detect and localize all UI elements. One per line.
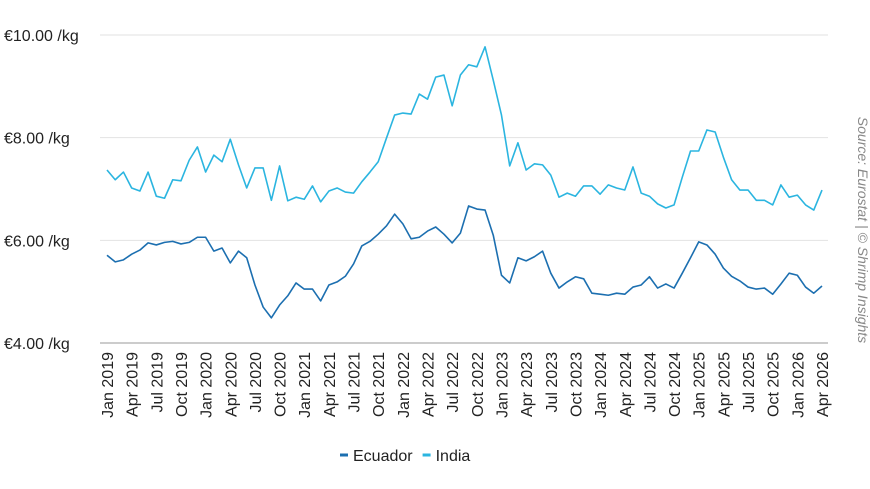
x-tick-label: Jan 2025	[692, 352, 709, 418]
x-tick-label: Jan 2022	[396, 352, 413, 418]
y-tick-label: €4.00 /kg	[4, 336, 70, 353]
x-tick-label: Apr 2024	[618, 352, 635, 417]
x-tick-label: Jan 2021	[297, 352, 314, 418]
data-line	[106, 46, 823, 211]
x-tick-label: Apr 2025	[716, 352, 733, 417]
x-tick-label: Apr 2026	[815, 352, 832, 417]
x-tick-label: Oct 2022	[470, 352, 487, 417]
y-tick-label: €8.00 /kg	[4, 131, 70, 148]
x-tick-label: Jan 2020	[199, 352, 216, 418]
source-note: Source: Eurostat | © Shrimp Insights	[855, 117, 870, 343]
x-tick-label: Oct 2020	[273, 352, 290, 417]
x-tick-label: Jul 2020	[248, 352, 265, 413]
x-tick-label: Apr 2019	[125, 352, 142, 417]
x-tick-label: Jan 2024	[593, 352, 610, 418]
legend-label: India	[436, 448, 471, 465]
x-tick-label: Oct 2021	[371, 352, 388, 417]
data-line	[106, 205, 823, 319]
x-tick-label: Jul 2022	[445, 352, 462, 413]
x-tick-label: Apr 2023	[519, 352, 536, 417]
x-tick-label: Oct 2019	[174, 352, 191, 417]
x-tick-label: Oct 2024	[667, 352, 684, 417]
x-tick-label: Jul 2021	[347, 352, 364, 413]
x-tick-label: Jul 2023	[544, 352, 561, 413]
legend-label: Ecuador	[353, 448, 413, 465]
x-tick-label: Apr 2022	[421, 352, 438, 417]
x-tick-label: Jul 2019	[149, 352, 166, 413]
x-tick-label: Jan 2026	[790, 352, 807, 418]
x-tick-label: Apr 2020	[223, 352, 240, 417]
x-tick-label: Jul 2024	[642, 352, 659, 413]
x-tick-label: Jan 2019	[100, 352, 117, 418]
x-tick-label: Jan 2023	[494, 352, 511, 418]
y-tick-label: €10.00 /kg	[4, 28, 79, 45]
x-tick-label: Jul 2025	[741, 352, 758, 413]
x-tick-label: Apr 2021	[322, 352, 339, 417]
x-tick-label: Oct 2025	[766, 352, 783, 417]
x-tick-label: Oct 2023	[568, 352, 585, 417]
y-tick-label: €6.00 /kg	[4, 233, 70, 250]
